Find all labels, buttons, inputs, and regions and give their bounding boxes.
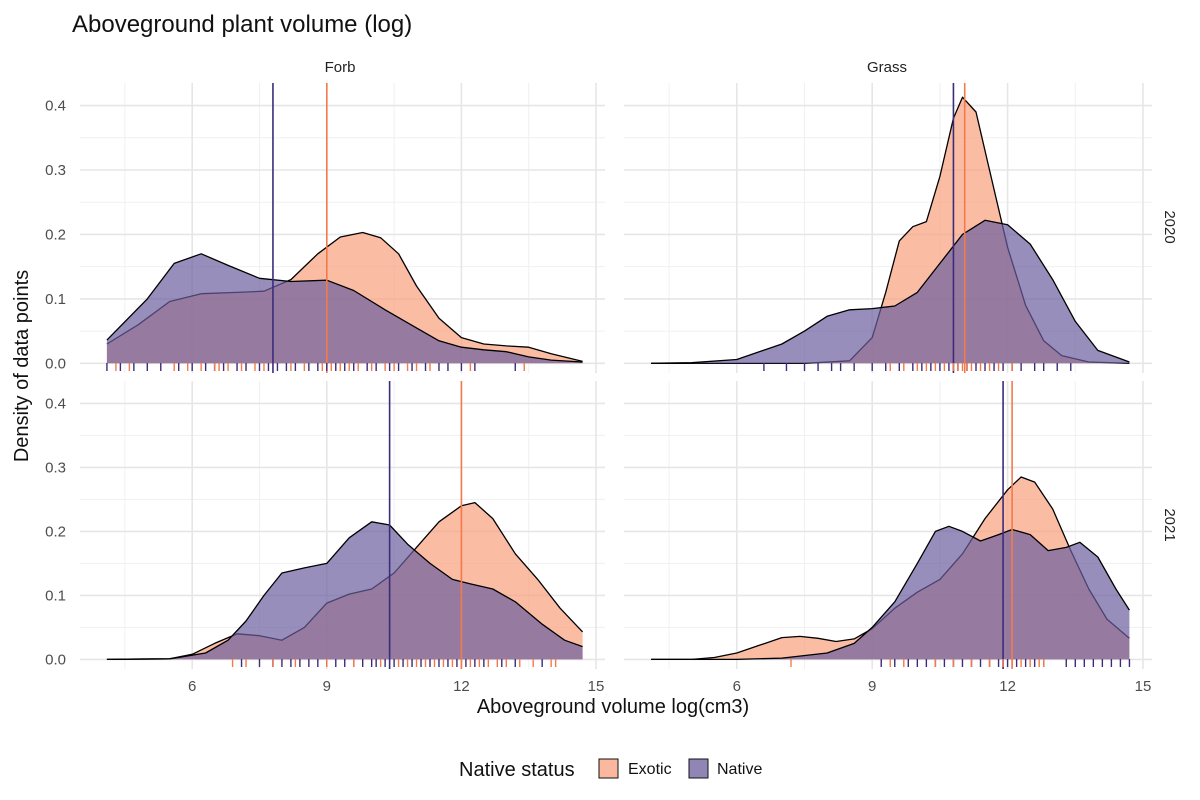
facet-column-label-forb: Forb	[325, 59, 356, 76]
y-tick-label: 0.2	[45, 523, 66, 540]
plot-layer: 0.0 0.1 0.2 0.3 0.4 0.0 0.1 0.2 0.3 0.4 6 9 12 15 6 9 12…	[45, 83, 1152, 695]
density-outline-native	[651, 219, 1130, 364]
chart-title: Aboveground plant volume (log)	[72, 11, 412, 38]
panel-grass-2021: 6 9 12 15	[624, 381, 1152, 695]
x-tick-label: 6	[733, 678, 741, 695]
y-tick-label: 0.1	[45, 291, 66, 308]
x-axis-label: Aboveground volume log(cm3)	[477, 696, 749, 718]
facet-row-label-2021: 2021	[1161, 508, 1178, 541]
density-area-native	[106, 253, 583, 364]
y-tick-label: 0.2	[45, 226, 66, 243]
x-tick-label: 9	[868, 678, 876, 695]
panel-grass-2020	[624, 83, 1152, 373]
x-tick-label: 6	[188, 678, 196, 695]
density-outline-native	[106, 253, 583, 363]
panel-forb-2020: 0.0 0.1 0.2 0.3 0.4	[45, 83, 605, 373]
x-tick-label: 9	[323, 678, 331, 695]
y-axis-label: Density of data points	[11, 270, 33, 462]
x-tick-label: 12	[453, 678, 470, 695]
legend-swatch-exotic	[598, 758, 619, 779]
legend-title: Native status	[459, 759, 575, 781]
y-tick-label: 0.0	[45, 355, 66, 372]
density-outline-native	[651, 525, 1130, 661]
x-tick-label: 15	[588, 678, 605, 695]
y-tick-label: 0.3	[45, 162, 66, 179]
legend-swatch-native	[688, 758, 709, 779]
y-tick-label: 0.4	[45, 98, 66, 115]
density-area-native	[651, 220, 1130, 364]
facet-row-label-2020: 2020	[1161, 210, 1178, 243]
y-tick-label: 0.1	[45, 587, 66, 604]
panel-forb-2021: 0.0 0.1 0.2 0.3 0.4 6 9 12 15	[45, 381, 605, 695]
legend: Native status Exotic Native	[459, 758, 762, 781]
legend-label-exotic: Exotic	[628, 761, 672, 778]
facet-column-label-grass: Grass	[867, 59, 907, 76]
y-tick-label: 0.0	[45, 651, 66, 668]
density-area-native	[106, 521, 583, 660]
y-tick-label: 0.4	[45, 395, 66, 412]
legend-label-native: Native	[717, 761, 762, 778]
y-tick-label: 0.3	[45, 459, 66, 476]
x-tick-label: 12	[999, 678, 1016, 695]
density-area-native	[651, 526, 1130, 660]
x-tick-label: 15	[1135, 678, 1152, 695]
density-outline-native	[106, 521, 583, 661]
